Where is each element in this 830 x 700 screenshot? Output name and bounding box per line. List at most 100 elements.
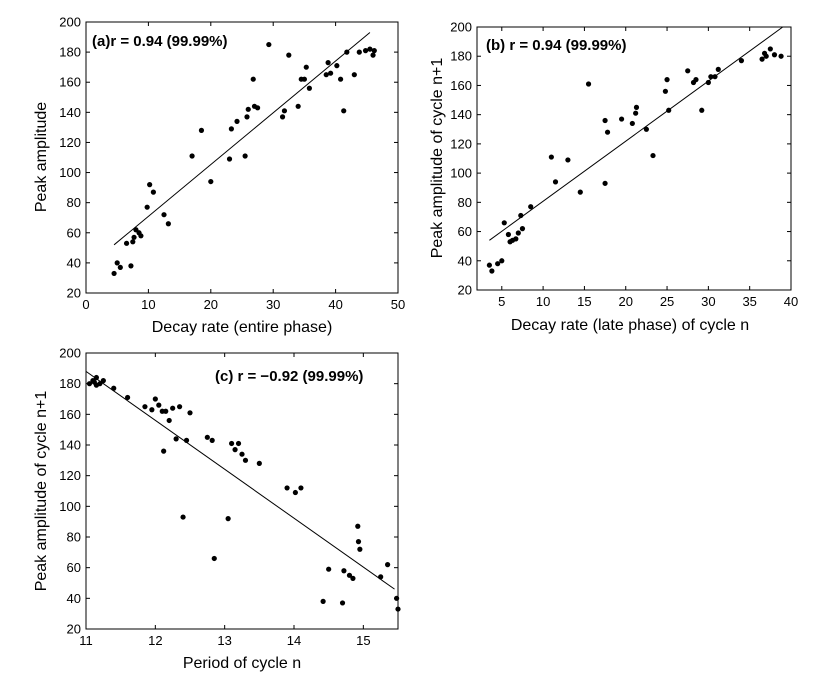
panel-c-point (256, 460, 262, 466)
panel-c-point (170, 405, 176, 411)
panel-b-point (666, 107, 672, 113)
panel-a-point (255, 105, 261, 111)
panel-a-point (123, 240, 130, 246)
panel-c-ytick-label: 200 (59, 346, 81, 361)
panel-a-point (242, 153, 248, 159)
panel-c-point (284, 485, 290, 491)
panel-a-ytick-label: 20 (67, 286, 81, 301)
panel-b-point (552, 179, 559, 185)
panel-a-point (130, 239, 136, 245)
panel-c-ytick-label: 100 (59, 499, 81, 514)
panel-b-frame (476, 26, 792, 291)
panel-b-ylabel: Peak amplitude of cycle n+1 (429, 58, 446, 259)
panel-c-point (242, 457, 249, 463)
panel-c-point (183, 437, 190, 443)
panel-b-ytick-label: 140 (450, 107, 472, 122)
panel-c-ytick-label: 140 (59, 438, 81, 453)
panel-b-ytick-label: 80 (458, 195, 472, 210)
panel-a-point (234, 118, 240, 124)
panel-a-ytick-label: 140 (59, 105, 81, 120)
panel-a-frame (85, 21, 399, 294)
panel-a-point (356, 49, 362, 55)
panel-b-ytick-label: 40 (458, 253, 472, 268)
panel-a-point (198, 127, 205, 133)
panel-a-point (250, 76, 256, 82)
panel-b-xlabel: Decay rate (late phase) of cycle n (511, 317, 749, 334)
panel-b-point (585, 81, 592, 87)
panel-a-point (150, 189, 156, 195)
panel-b-point (767, 46, 773, 52)
panel-b-point (577, 189, 583, 195)
panel-c-point (235, 440, 242, 447)
panel-a-xtick-label: 40 (328, 297, 342, 312)
panel-b-fit-line (489, 26, 784, 241)
panel-a-point (351, 72, 357, 78)
panel-c-point (339, 600, 346, 606)
panel-a-point (147, 182, 153, 188)
panel-c-point (346, 572, 353, 578)
panel-a-ytick-label: 60 (67, 225, 81, 240)
panel-a-xtick-label: 20 (204, 297, 218, 312)
panel-a-point (371, 48, 377, 54)
panel-c-point (341, 568, 347, 574)
panel-b-point (513, 236, 519, 242)
panel-c-point (93, 374, 99, 381)
panel-c-point (156, 402, 162, 408)
panel-a-point (208, 178, 214, 185)
panel-a-xtick-label: 0 (82, 297, 89, 312)
panel-c-xtick-label: 11 (79, 633, 93, 648)
panel-a-xlabel: Decay rate (entire phase) (152, 319, 333, 336)
panel-c-xtick-label: 14 (287, 633, 301, 648)
panel-a-point (295, 103, 301, 109)
panel-a-point (226, 156, 233, 162)
panel-a-point (161, 212, 167, 218)
panel-b-point (643, 126, 649, 132)
panel-c-point (355, 523, 361, 529)
panel-c-point (232, 447, 238, 453)
panel-a-point (165, 221, 171, 227)
panel-a-point (131, 234, 137, 240)
panel-a-point (362, 48, 369, 54)
panel-b-ytick-label: 120 (450, 136, 472, 151)
panel-a-point (144, 204, 150, 210)
panel-b-xtick-label: 25 (660, 294, 674, 309)
panel-a-point (114, 260, 120, 266)
panel-a-point (323, 72, 329, 78)
panel-b-point (699, 107, 705, 113)
panel-b-point (619, 116, 625, 122)
panel-b-point (771, 52, 778, 58)
panel-b-point (604, 129, 611, 135)
panel-b: (b) r = 0.94 (99.99%) Decay rate (late p… (429, 20, 798, 335)
panel-b-xtick-label: 5 (498, 294, 505, 309)
panel-c-point (97, 381, 103, 387)
panel-b-xtick-label: 35 (742, 294, 756, 309)
panel-a-point (189, 153, 195, 159)
panel-a-point (266, 41, 272, 48)
panel-c-point (152, 396, 158, 402)
panel-b-point (715, 66, 721, 72)
panel-c-point (100, 378, 106, 384)
panel-b-point (495, 261, 501, 267)
panel-c-point (177, 404, 183, 410)
panel-c-point (394, 595, 400, 601)
panel-c-ytick-label: 20 (67, 622, 81, 637)
panel-c-xtick-label: 12 (148, 633, 162, 648)
panel-a-ytick-label: 120 (59, 135, 81, 150)
panel-c-title: (c) r = −0.92 (99.99%) (215, 368, 363, 385)
panel-b-title: (b) r = 0.94 (99.99%) (486, 37, 626, 54)
panel-b-point (518, 212, 524, 219)
panel-a-fit-line (113, 32, 371, 246)
panel-a-point (341, 108, 347, 114)
panel-a-title: (a)r = 0.94 (99.99%) (92, 33, 228, 50)
panel-a-ytick-label: 180 (59, 45, 81, 60)
panel-c-point (180, 514, 186, 520)
panel-a-point (325, 60, 331, 66)
panel-b-point (685, 68, 691, 74)
panel-c-xlabel: Period of cycle n (183, 655, 301, 672)
panel-c-point (142, 404, 148, 410)
panel-b-point (633, 104, 640, 110)
panel-c-point (161, 448, 167, 454)
panel-b-point (519, 226, 526, 232)
panel-a-point (301, 76, 307, 82)
